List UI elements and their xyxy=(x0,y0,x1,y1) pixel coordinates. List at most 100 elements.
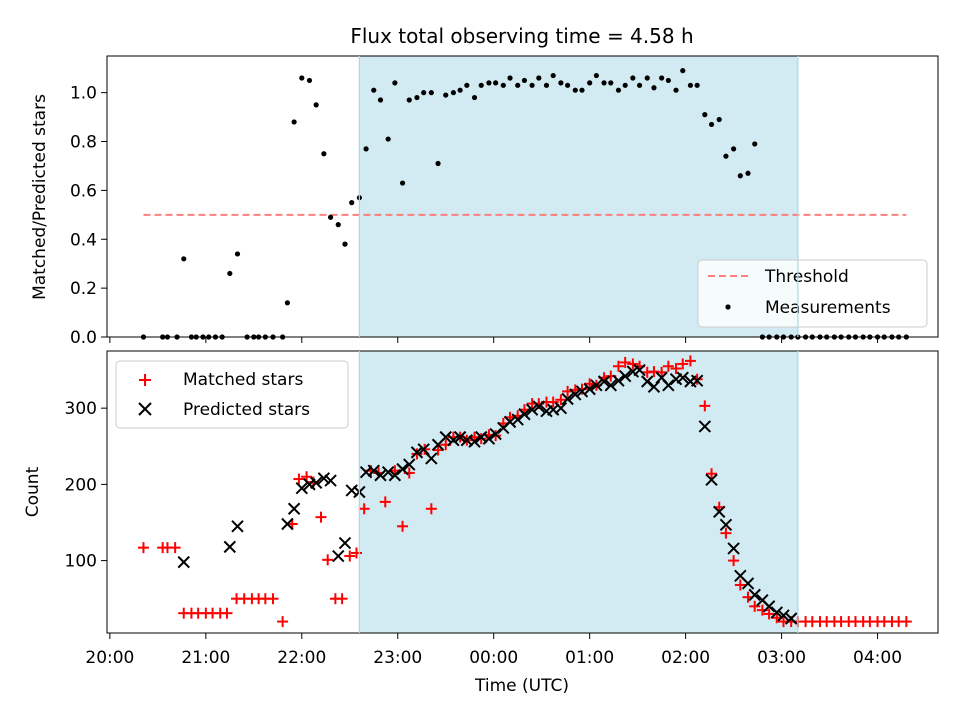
measurement-point xyxy=(622,82,628,88)
measurement-point xyxy=(572,87,578,93)
measurement-point xyxy=(471,94,478,101)
predicted-star-point xyxy=(633,363,646,377)
predicted-star-point xyxy=(367,464,380,477)
bottom-shaded-region xyxy=(359,351,798,633)
measurement-point xyxy=(371,87,377,93)
predicted-star-point xyxy=(647,380,661,394)
measurement-point xyxy=(651,85,657,91)
predicted-star-point xyxy=(597,375,611,388)
bottom-panel: 100 200 300 20:00 21:00 22:00 23:00 00:00 01:00… xyxy=(23,350,939,696)
x-tick-label: 03:00 xyxy=(757,648,806,668)
y-tick-label: 0.4 xyxy=(70,230,97,250)
matched-star-point xyxy=(684,355,696,367)
matched-star-point xyxy=(547,396,559,408)
matched-star-point xyxy=(277,616,289,628)
measurement-point xyxy=(181,256,187,262)
measurement-point xyxy=(414,94,420,101)
predicted-star-point xyxy=(177,555,190,569)
measurement-point xyxy=(284,300,291,306)
matched-star-point xyxy=(584,378,596,390)
predicted-star-point xyxy=(784,612,798,625)
measurement-point xyxy=(716,116,722,123)
x-tick-label: 01:00 xyxy=(565,648,614,668)
measurement-point xyxy=(587,80,593,86)
x-tick-label: 20:00 xyxy=(85,648,134,668)
threshold-legend-label: Threshold xyxy=(764,267,849,287)
measurement-point xyxy=(406,97,412,103)
predicted-star-point xyxy=(676,371,689,384)
predicted-star-point xyxy=(762,600,776,613)
matched-star-point xyxy=(699,400,711,412)
measurement-point xyxy=(702,112,708,118)
y-tick-label: 300 xyxy=(65,399,97,419)
predicted-star-point xyxy=(396,462,409,476)
measurement-point xyxy=(536,75,542,81)
measurement-point xyxy=(335,222,341,228)
x-tick-label: 04:00 xyxy=(853,648,902,668)
measurement-point xyxy=(457,87,463,93)
measurement-point xyxy=(593,72,599,79)
predicted-star-point xyxy=(345,484,358,497)
measurement-point xyxy=(731,146,737,152)
matched-star-point xyxy=(728,555,740,567)
measurements-legend-swatch xyxy=(725,304,731,310)
predicted-star-point xyxy=(554,401,568,415)
predicted-star-point xyxy=(309,476,323,490)
predicted-star-point xyxy=(417,443,430,456)
measurement-point xyxy=(385,136,391,142)
predicted-star-point xyxy=(561,392,574,406)
measurement-point xyxy=(421,90,427,96)
top-legend-box xyxy=(697,259,928,328)
measurement-point xyxy=(543,82,550,88)
top-y-ticks: 0.0 0.2 0.4 0.6 0.8 1.0 xyxy=(70,84,107,348)
y-tick-label: 0.8 xyxy=(70,133,97,153)
measurement-point xyxy=(299,75,305,81)
measurement-point xyxy=(673,87,679,93)
predicted-star-point xyxy=(410,446,424,459)
measurement-point xyxy=(306,77,313,84)
y-tick-label: 100 xyxy=(65,552,97,572)
predicted-star-point xyxy=(705,473,718,487)
predicted-star-point xyxy=(287,502,301,515)
predicted-star-point xyxy=(690,374,704,387)
measurement-point xyxy=(529,82,535,88)
measurement-point xyxy=(450,90,457,96)
measurement-point xyxy=(399,180,406,186)
measurement-point xyxy=(435,160,441,167)
measurement-point xyxy=(565,82,571,88)
predicted-star-point xyxy=(727,542,740,555)
predicted-star-point xyxy=(338,536,352,550)
measurement-point xyxy=(342,241,348,247)
measurement-point xyxy=(708,121,715,128)
bottom-marks xyxy=(137,355,912,628)
matched-star-point xyxy=(706,468,718,480)
predicted-star-point xyxy=(777,609,790,622)
measurement-point xyxy=(234,251,241,257)
predicted-star-point xyxy=(223,540,237,554)
predicted-star-point xyxy=(748,588,761,602)
matched-star-point xyxy=(344,550,356,562)
bottom-legend: Matched stars Predicted stars xyxy=(115,360,349,429)
matched-star-point xyxy=(411,448,423,460)
predicted-star-point xyxy=(453,430,467,444)
y-tick-label: 0.6 xyxy=(70,181,97,201)
matched-star-point xyxy=(555,394,567,406)
predicted-star-point xyxy=(532,400,546,413)
bottom-axes-frame xyxy=(106,350,939,634)
measurement-point xyxy=(478,82,484,88)
predicted-star-point xyxy=(388,469,402,482)
matched-star-point xyxy=(425,503,437,515)
measurement-point xyxy=(377,97,384,103)
matched-legend-swatch xyxy=(139,374,151,386)
predicted-star-point xyxy=(575,385,589,398)
x-tick-label: 02:00 xyxy=(661,648,710,668)
bottom-y-ticks: 100 200 300 xyxy=(65,399,107,572)
x-tick-label: 21:00 xyxy=(181,648,230,668)
measurement-point xyxy=(227,270,233,277)
top-y-axis-label: Matched/Predicted stars xyxy=(30,94,50,300)
measurement-point xyxy=(630,75,636,81)
predicted-legend-swatch xyxy=(138,402,152,416)
predicted-star-point xyxy=(604,379,617,392)
measurement-point xyxy=(428,90,434,96)
